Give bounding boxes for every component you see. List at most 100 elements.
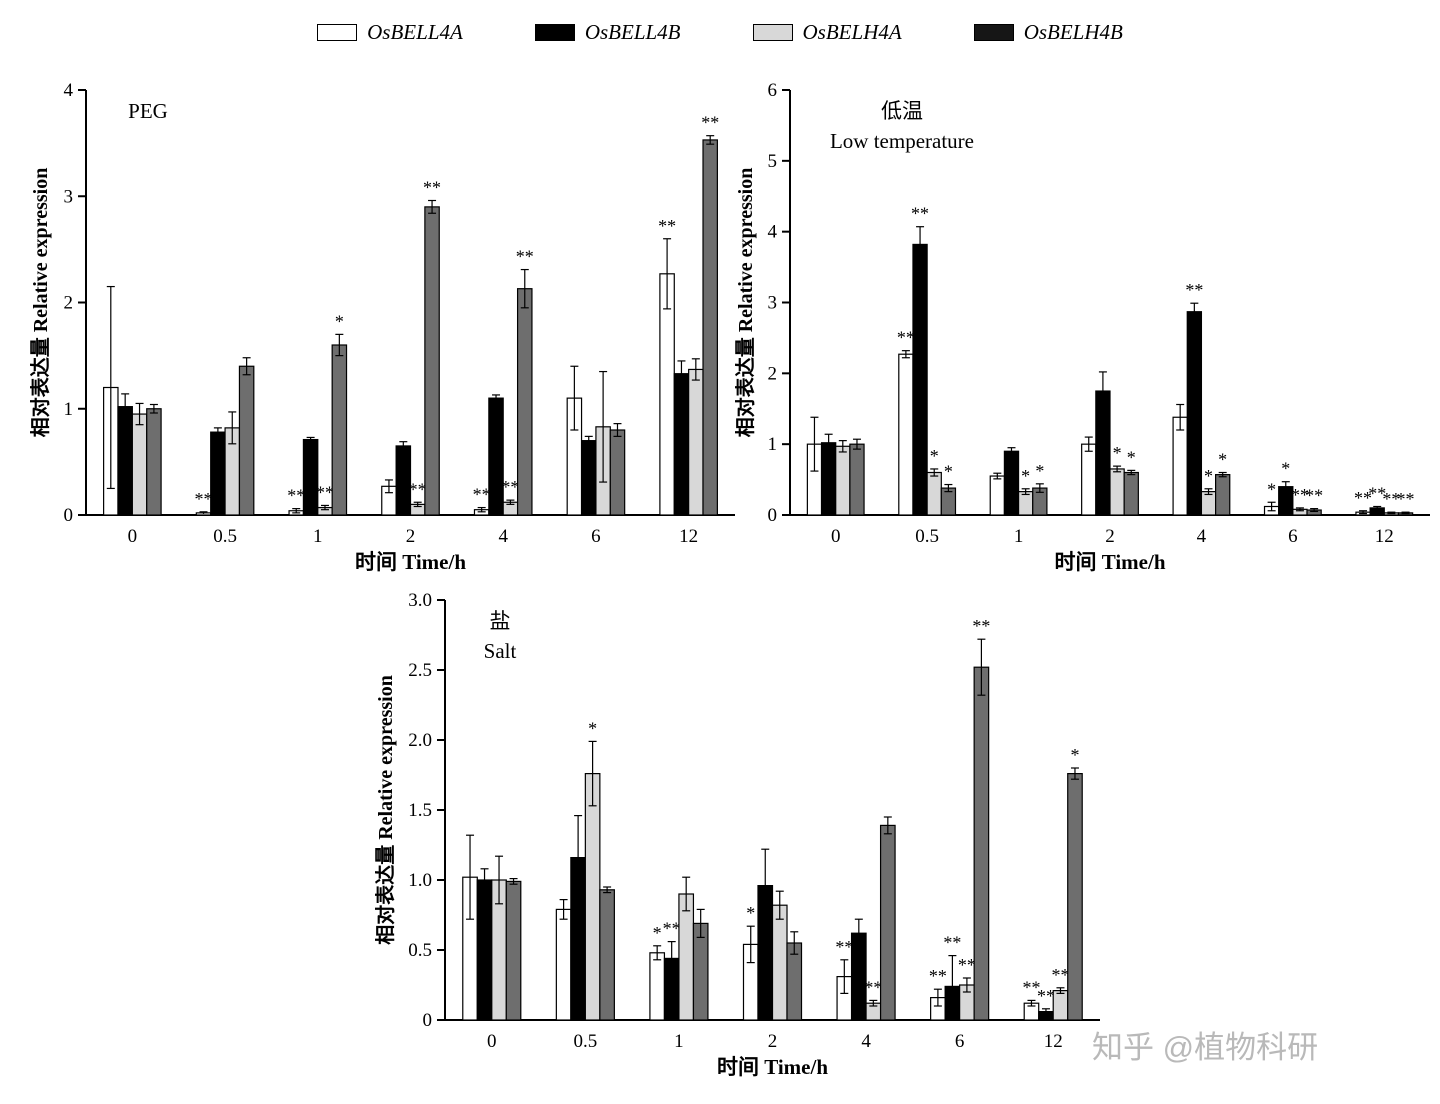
x-axis-label: 时间 Time/h bbox=[717, 1055, 828, 1079]
bar-OsBELL4A-0.5h bbox=[898, 353, 914, 516]
y-tick-label: 2 bbox=[768, 363, 778, 384]
sig-OsBELH4B-2h: * bbox=[1127, 447, 1136, 467]
bar-OsBELL4B-0h bbox=[476, 879, 493, 1021]
sig-OsBELH4B-12h: ** bbox=[1397, 489, 1415, 509]
sig-OsBELH4B-12h: * bbox=[1070, 745, 1079, 765]
chart-title-line: PEG bbox=[128, 99, 168, 123]
sig-OsBELH4A-4h: ** bbox=[501, 477, 519, 497]
bar-OsBELH4B-4h bbox=[879, 824, 896, 1021]
x-tick-label: 6 bbox=[591, 526, 601, 547]
sig-OsBELL4A-1h: ** bbox=[287, 486, 305, 506]
y-tick-label: 3 bbox=[768, 293, 778, 314]
y-tick-label: 3 bbox=[64, 186, 74, 207]
sig-OsBELH4B-4h: * bbox=[1218, 450, 1227, 470]
legend-swatch-osbelh4b bbox=[973, 24, 1014, 41]
bar-OsBELL4A-4h bbox=[1172, 416, 1188, 516]
bar-OsBELH4A-4h bbox=[1200, 491, 1217, 516]
sig-OsBELH4B-1h: * bbox=[335, 311, 344, 331]
sig-OsBELL4A-0.5h: ** bbox=[897, 328, 915, 348]
bar-OsBELL4B-6h bbox=[580, 440, 597, 516]
sig-OsBELH4B-6h: ** bbox=[972, 616, 990, 636]
bar-OsBELH4B-0.5h bbox=[599, 889, 615, 1021]
sig-OsBELL4A-12h: ** bbox=[1354, 488, 1372, 508]
sig-OsBELH4A-0.5h: * bbox=[588, 718, 597, 738]
legend-label-osbell4a: OsBELL4A bbox=[367, 20, 463, 44]
sig-OsBELL4A-6h: * bbox=[1267, 479, 1276, 499]
bar-OsBELH4B-6h bbox=[973, 666, 990, 1021]
sig-OsBELH4A-1h: * bbox=[1021, 466, 1030, 486]
legend-label-osbell4b: OsBELL4B bbox=[584, 20, 681, 44]
bar-OsBELL4A-1h bbox=[989, 475, 1006, 516]
bar-OsBELH4A-2h bbox=[771, 904, 788, 1021]
legend-swatch-osbell4b bbox=[534, 24, 575, 41]
sig-OsBELH4B-4h: ** bbox=[516, 247, 534, 267]
x-tick-label: 1 bbox=[313, 526, 323, 547]
y-tick-label: 2.5 bbox=[408, 660, 432, 681]
sig-OsBELH4B-1h: * bbox=[1035, 461, 1044, 481]
sig-OsBELH4A-6h: ** bbox=[1291, 485, 1309, 505]
x-tick-label: 1 bbox=[1014, 526, 1024, 547]
x-axis-label: 时间 Time/h bbox=[355, 550, 466, 574]
legend: OsBELL4A OsBELL4B OsBELH4A OsBELH4B bbox=[0, 20, 1440, 45]
bar-OsBELL4B-1h bbox=[1003, 450, 1020, 516]
sig-OsBELH4A-0.5h: * bbox=[930, 446, 939, 466]
sig-OsBELL4A-12h: ** bbox=[1022, 977, 1040, 997]
chart-peg: 0 1 2 3 4 0 0.5 1 2 4 6 12 ** ** ** ** ** ** ** * ** ** ** PEG 时… bbox=[28, 75, 745, 600]
watermark: 知乎 @植物科研 bbox=[1092, 1030, 1319, 1065]
bar-OsBELH4B-12h bbox=[1067, 773, 1083, 1021]
bar-OsBELH4B-12h bbox=[702, 139, 718, 516]
sig-OsBELH4A-6h: ** bbox=[958, 955, 976, 975]
legend-item-osbell4a: OsBELL4A bbox=[317, 20, 463, 45]
y-tick-label: 1.5 bbox=[408, 800, 432, 821]
sig-OsBELH4A-4h: ** bbox=[864, 977, 882, 997]
legend-swatch-osbell4a bbox=[317, 24, 358, 41]
bar-OsBELH4B-0h bbox=[849, 443, 865, 516]
y-tick-label: 0 bbox=[64, 505, 74, 526]
x-tick-label: 0.5 bbox=[573, 1031, 597, 1052]
bar-OsBELH4B-0h bbox=[505, 880, 522, 1021]
bar-OsBELH4A-0h bbox=[131, 413, 148, 516]
sig-OsBELL4B-6h: ** bbox=[943, 933, 961, 953]
bar-OsBELL4B-0h bbox=[117, 406, 133, 516]
bar-OsBELL4B-0.5h bbox=[210, 431, 226, 516]
chart-title-line: Salt bbox=[484, 639, 517, 663]
bar-OsBELH4A-1h bbox=[678, 893, 695, 1021]
bar-OsBELL4A-2h bbox=[1081, 443, 1097, 516]
sig-OsBELH4A-12h: ** bbox=[1382, 489, 1400, 509]
bar-OsBELL4A-12h bbox=[659, 273, 675, 516]
x-tick-label: 0 bbox=[487, 1031, 497, 1052]
bar-OsBELL4B-0h bbox=[820, 442, 837, 516]
legend-swatch-osbelh4a bbox=[752, 24, 793, 41]
bar-OsBELH4B-2h bbox=[424, 206, 440, 516]
x-tick-label: 0 bbox=[128, 526, 138, 547]
y-tick-label: 5 bbox=[768, 151, 778, 172]
sig-OsBELL4A-1h: * bbox=[653, 923, 662, 943]
legend-label-osbelh4a: OsBELH4A bbox=[802, 20, 902, 44]
bar-OsBELL4B-12h bbox=[673, 373, 690, 516]
legend-item-osbelh4b: OsBELH4B bbox=[973, 20, 1123, 45]
x-tick-label: 0.5 bbox=[213, 526, 237, 547]
sig-OsBELH4B-2h: ** bbox=[423, 178, 441, 198]
bar-OsBELH4B-2h bbox=[1123, 471, 1139, 516]
y-axis-label: 相对表达量 Relative expression bbox=[735, 168, 757, 438]
bar-OsBELH4A-2h bbox=[1109, 468, 1125, 516]
sig-OsBELL4B-4h: ** bbox=[1185, 280, 1203, 300]
bar-OsBELH4B-0.5h bbox=[238, 365, 255, 516]
sig-OsBELH4B-0.5h: * bbox=[944, 462, 953, 482]
x-tick-label: 4 bbox=[861, 1031, 871, 1052]
legend-item-osbelh4a: OsBELH4A bbox=[752, 20, 902, 45]
chart-low-temperature: 0 1 2 3 4 5 6 0 0.5 1 2 4 6 12 ** * ** ** ** * ** * * * * ** ** * * *… bbox=[733, 75, 1440, 600]
bar-OsBELH4B-4h bbox=[516, 288, 533, 516]
bar-OsBELL4A-1h bbox=[649, 952, 666, 1021]
bar-OsBELL4A-0.5h bbox=[555, 908, 572, 1021]
chart-salt: 0 0.5 1.0 1.5 2.0 2.5 3.0 0 0.5 1 2 4 6 12 * * ** ** ** ** *… bbox=[373, 585, 1110, 1104]
bar-OsBELH4A-1h bbox=[1017, 491, 1034, 516]
y-tick-label: 1.0 bbox=[408, 870, 432, 891]
x-tick-label: 6 bbox=[1288, 526, 1298, 547]
sig-OsBELH4A-2h: * bbox=[1113, 443, 1122, 463]
x-tick-label: 1 bbox=[674, 1031, 684, 1052]
y-axis-label: 相对表达量 Relative expression bbox=[375, 675, 397, 945]
bar-OsBELH4B-0h bbox=[146, 408, 162, 516]
